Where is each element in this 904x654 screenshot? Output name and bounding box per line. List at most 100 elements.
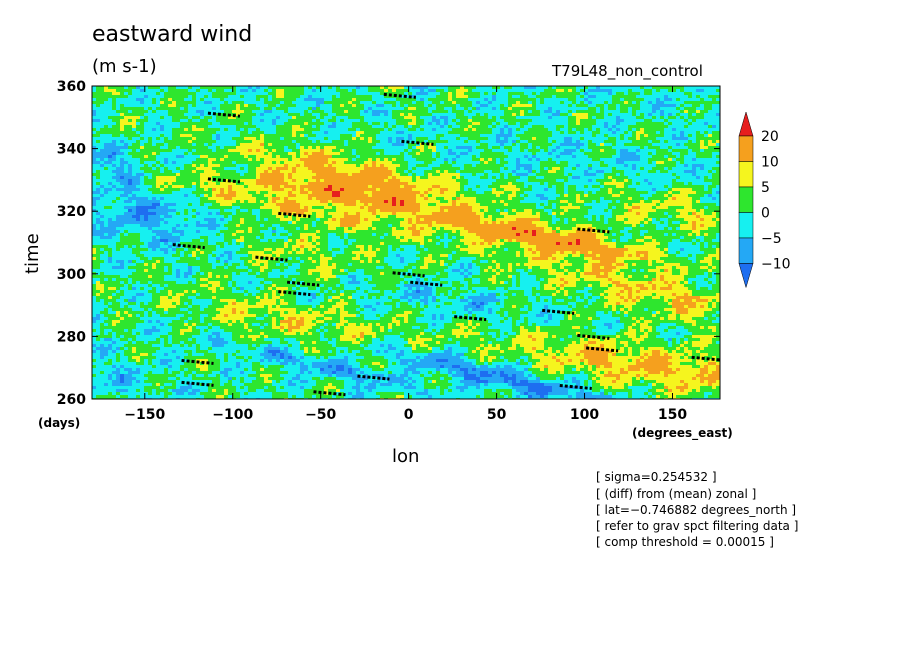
heatmap-cell (200, 104, 204, 107)
heatmap-cell (484, 122, 488, 125)
heatmap-cell (456, 152, 460, 155)
heatmap-cell (552, 176, 556, 179)
heatmap-cell (244, 119, 248, 122)
heatmap-cell (612, 86, 616, 89)
heatmap-cell (160, 131, 164, 134)
heatmap-cell (712, 176, 716, 179)
heatmap-cell (272, 164, 276, 167)
heatmap-cell (156, 101, 160, 104)
heatmap-cell (244, 107, 248, 110)
heatmap-cell (260, 149, 264, 152)
heatmap-cell (344, 128, 348, 131)
heatmap-cell (664, 158, 668, 161)
heatmap-cell (544, 140, 548, 143)
heatmap-cell (352, 173, 356, 176)
heatmap-cell (612, 95, 616, 98)
heatmap-cell (536, 176, 540, 179)
heatmap-cell (288, 143, 292, 146)
heatmap-cell (336, 86, 340, 89)
heatmap-cell (640, 158, 644, 161)
heatmap-cell (452, 179, 456, 182)
heatmap-cell (512, 149, 516, 152)
heatmap-cell (120, 158, 124, 161)
heatmap-cell (648, 140, 652, 143)
heatmap-cell (436, 164, 440, 167)
heatmap-cell (368, 137, 372, 140)
heatmap-cell (312, 134, 316, 137)
heatmap-cell (464, 155, 468, 158)
heatmap-cell (488, 113, 492, 116)
heatmap-cell (696, 143, 700, 146)
heatmap-cell (632, 137, 636, 140)
heatmap-cell (608, 98, 612, 101)
heatmap-cell (496, 125, 500, 128)
heatmap-cell (168, 86, 172, 89)
heatmap-cell (484, 170, 488, 173)
heatmap-cell (268, 92, 272, 95)
heatmap-cell (604, 131, 608, 134)
heatmap-cell (212, 176, 216, 179)
heatmap-cell (444, 110, 448, 113)
heatmap-cell (320, 89, 324, 92)
heatmap-cell (604, 113, 608, 116)
heatmap-cell (512, 155, 516, 158)
heatmap-cell (536, 158, 540, 161)
heatmap-cell (572, 173, 576, 176)
heatmap-cell (140, 149, 144, 152)
heatmap-cell (644, 134, 648, 137)
heatmap-cell (228, 104, 232, 107)
heatmap-cell (272, 113, 276, 116)
heatmap-cell (488, 170, 492, 173)
heatmap-cell (656, 167, 660, 170)
heatmap-cell (300, 86, 304, 89)
heatmap-cell (460, 170, 464, 173)
heatmap-cell (184, 143, 188, 146)
heatmap-cell (220, 149, 224, 152)
heatmap-cell (120, 107, 124, 110)
heatmap-cell (132, 149, 136, 152)
heatmap-cell (128, 95, 132, 98)
heatmap-cell (648, 119, 652, 122)
heatmap-cell (584, 158, 588, 161)
heatmap-cell (576, 122, 580, 125)
heatmap-cell (144, 164, 148, 167)
heatmap-cell (456, 158, 460, 161)
heatmap-cell (452, 128, 456, 131)
heatmap-cell (656, 152, 660, 155)
heatmap-cell (360, 161, 364, 164)
heatmap-cell (320, 92, 324, 95)
heatmap-cell (120, 134, 124, 137)
heatmap-cell (344, 110, 348, 113)
heatmap-cell (656, 122, 660, 125)
heatmap-cell (492, 110, 496, 113)
heatmap-cell (684, 143, 688, 146)
heatmap-cell (648, 134, 652, 137)
heatmap-cell (504, 167, 508, 170)
heatmap-cell (264, 167, 268, 170)
heatmap-cell (604, 89, 608, 92)
heatmap-cell (336, 155, 340, 158)
heatmap-cell (444, 98, 448, 101)
heatmap-cell (704, 128, 708, 131)
heatmap-cell (408, 179, 412, 182)
heatmap-cell (552, 107, 556, 110)
heatmap-cell (488, 137, 492, 140)
heatmap-cell (656, 164, 660, 167)
heatmap-cell (680, 89, 684, 92)
heatmap-cell (680, 131, 684, 134)
heatmap-cell (424, 95, 428, 98)
heatmap-cell (344, 137, 348, 140)
heatmap-cell (512, 110, 516, 113)
heatmap-cell (628, 167, 632, 170)
heatmap-cell (348, 170, 352, 173)
heatmap-cell (616, 98, 620, 101)
heatmap-cell (608, 92, 612, 95)
heatmap-cell (656, 155, 660, 158)
heatmap-cell (340, 134, 344, 137)
heatmap-cell (340, 113, 344, 116)
heatmap-cell (620, 143, 624, 146)
heatmap-cell (104, 137, 108, 140)
heatmap-cell (324, 152, 328, 155)
heatmap-cell (464, 92, 468, 95)
heatmap-cell (620, 101, 624, 104)
